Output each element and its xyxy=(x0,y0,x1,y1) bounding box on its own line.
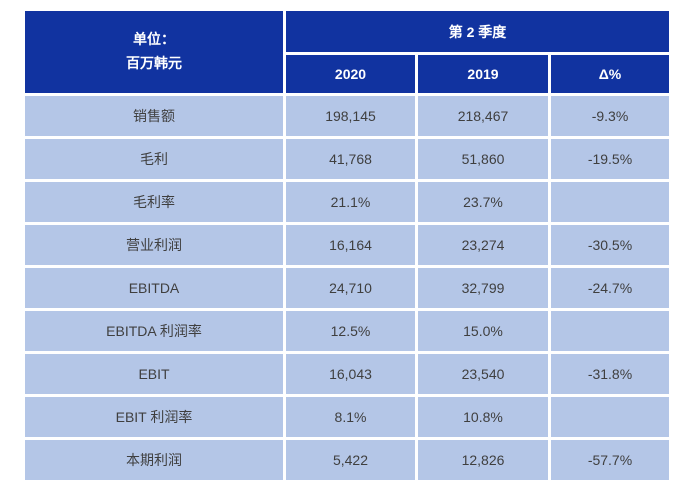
value-delta xyxy=(551,311,669,351)
value-2020: 8.1% xyxy=(286,397,415,437)
table-row: EBIT 利润率 8.1% 10.8% xyxy=(25,397,669,437)
column-header-2019: 2019 xyxy=(418,55,548,93)
value-2019: 218,467 xyxy=(418,96,548,136)
value-2019: 51,860 xyxy=(418,139,548,179)
table-row: 营业利润 16,164 23,274 -30.5% xyxy=(25,225,669,265)
value-2019: 12,826 xyxy=(418,440,548,480)
value-2020: 198,145 xyxy=(286,96,415,136)
row-label: 营业利润 xyxy=(25,225,283,265)
quarter-header-cell: 第 2 季度 xyxy=(286,11,669,52)
value-delta: -9.3% xyxy=(551,96,669,136)
table-row: 销售额 198,145 218,467 -9.3% xyxy=(25,96,669,136)
table-row: EBITDA 利润率 12.5% 15.0% xyxy=(25,311,669,351)
value-2020: 41,768 xyxy=(286,139,415,179)
row-label: EBITDA 利润率 xyxy=(25,311,283,351)
value-2020: 16,164 xyxy=(286,225,415,265)
value-delta: -24.7% xyxy=(551,268,669,308)
column-header-2020: 2020 xyxy=(286,55,415,93)
value-delta: -31.8% xyxy=(551,354,669,394)
table-row: EBITDA 24,710 32,799 -24.7% xyxy=(25,268,669,308)
header-row-columns: 2020 2019 Δ% xyxy=(25,55,669,93)
value-2019: 23.7% xyxy=(418,182,548,222)
unit-label-line2: 百万韩元 xyxy=(126,55,182,71)
column-header-delta: Δ% xyxy=(551,55,669,93)
header-row-group: 单位： 百万韩元 第 2 季度 xyxy=(25,11,669,93)
value-delta: -30.5% xyxy=(551,225,669,265)
value-delta: -19.5% xyxy=(551,139,669,179)
unit-header-cell: 单位： 百万韩元 xyxy=(25,11,283,93)
value-2019: 32,799 xyxy=(418,268,548,308)
row-label: 毛利率 xyxy=(25,182,283,222)
value-2020: 21.1% xyxy=(286,182,415,222)
row-label: EBIT xyxy=(25,354,283,394)
value-2020: 5,422 xyxy=(286,440,415,480)
row-label: 毛利 xyxy=(25,139,283,179)
value-delta xyxy=(551,182,669,222)
table-row: 毛利 41,768 51,860 -19.5% xyxy=(25,139,669,179)
value-2020: 12.5% xyxy=(286,311,415,351)
row-label: 本期利润 xyxy=(25,440,283,480)
value-2020: 24,710 xyxy=(286,268,415,308)
row-label: 销售额 xyxy=(25,96,283,136)
value-2019: 15.0% xyxy=(418,311,548,351)
table-row: 本期利润 5,422 12,826 -57.7% xyxy=(25,440,669,480)
value-2020: 16,043 xyxy=(286,354,415,394)
value-2019: 23,274 xyxy=(418,225,548,265)
value-delta: -57.7% xyxy=(551,440,669,480)
value-delta xyxy=(551,397,669,437)
table-row: EBIT 16,043 23,540 -31.8% xyxy=(25,354,669,394)
row-label: EBIT 利润率 xyxy=(25,397,283,437)
value-2019: 23,540 xyxy=(418,354,548,394)
table-row: 毛利率 21.1% 23.7% xyxy=(25,182,669,222)
value-2019: 10.8% xyxy=(418,397,548,437)
row-label: EBITDA xyxy=(25,268,283,308)
financial-table: 单位： 百万韩元 第 2 季度 2020 2019 Δ% 销售额 198,145… xyxy=(22,8,672,483)
unit-label-line1: 单位： xyxy=(133,31,175,48)
